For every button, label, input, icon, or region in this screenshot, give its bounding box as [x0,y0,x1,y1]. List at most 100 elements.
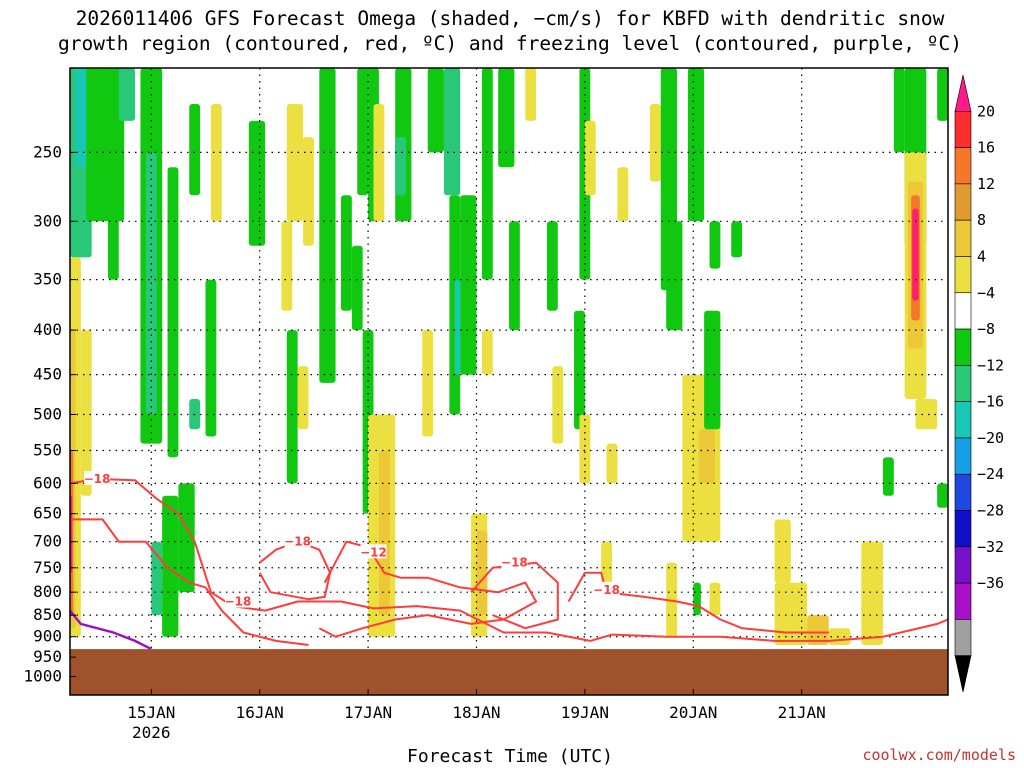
contour-label-bg [593,581,620,596]
dgz-contour-line [567,571,829,634]
ground-layer [70,649,948,695]
colorbar-label: −12 [977,356,1004,374]
omega-cell [546,221,558,311]
y-axis: 250 300 350 400 450 500 550 600 650 700 750 800 850 9… [23,142,76,686]
omega-cell [698,429,715,484]
dgz-contour-label: −18 [593,583,620,597]
x-axis-label: Forecast Time (UTC) [407,746,613,767]
y-tick-label: 450 [33,365,62,384]
colorbar-label: 4 [977,247,986,265]
x-tick-label: 19JAN [561,703,609,722]
omega-cell [687,68,705,222]
omega-cell [774,519,791,583]
omega-cell [422,330,434,437]
omega-cell [454,279,461,375]
omega-cell [709,221,721,269]
y-tick-label: 700 [33,532,62,551]
colorbar-swatch [954,582,972,620]
omega-cell [915,399,938,430]
omega-cell [427,68,444,153]
y-tick-label: 350 [33,270,62,289]
omega-cell [340,195,352,311]
omega-cell [395,136,407,196]
colorbar-label: −36 [977,574,1004,592]
y-tick-label: 400 [33,320,62,339]
plot-area: −18 −18 −18 −12 −18 −18 [69,67,949,696]
colorbar-label: 20 [977,102,995,120]
colorbar-swatch [954,437,972,475]
omega-cell [162,495,179,637]
y-tick-label: 750 [33,558,62,577]
colorbar-swatch [954,256,972,294]
omega-cell [378,450,390,616]
colorbar-label: −28 [977,502,1004,520]
dgz-contour-line [69,478,949,642]
colorbar-label: −4 [977,284,995,302]
omega-cell [189,104,201,196]
omega-cell [709,582,721,616]
chart-title-line-1: 2026011406 GFS Forecast Omega (shaded, −… [76,7,945,30]
dgz-contour-label: −18 [284,535,311,549]
contour-label-bg [501,554,528,569]
omega-cell [373,104,385,222]
colorbar-swatch [954,401,972,439]
colorbar-swatch [954,473,972,511]
colorbar-label: −32 [977,538,1004,556]
credit-text: coolwx.com/models [862,746,1016,764]
chart-title-line-2: growth region (contoured, red, ºC) and f… [58,32,962,55]
colorbar-label: 8 [977,211,986,229]
omega-cell [579,414,591,484]
omega-cell [351,245,363,331]
omega-cell [913,208,918,301]
omega-cell [481,68,493,280]
colorbar-swatch [954,219,972,257]
omega-cell [666,562,678,637]
y-tick-label: 950 [33,647,62,666]
colorbar-swatch [954,183,972,221]
x-tick-label: 21JAN [778,703,826,722]
y-tick-label: 900 [33,627,62,646]
omega-shading [70,68,948,646]
dgz-contour-label: −18 [501,556,528,570]
omega-cell [617,167,629,222]
omega-cell [151,541,163,616]
omega-cell [882,457,894,496]
y-tick-label: 850 [33,605,62,624]
gridlines [70,68,948,695]
colorbar-label: 12 [977,175,995,193]
colorbar-swatch [954,328,972,366]
plot-frame [69,67,949,696]
omega-cell [476,530,488,616]
omega-cell [319,68,336,383]
omega-cell [357,68,369,196]
y-tick-label: 1000 [23,667,62,686]
x-tick-sublabel: 2026 [132,723,171,742]
omega-cell [937,483,948,508]
colorbar-label: −20 [977,429,1004,447]
y-tick-label: 650 [33,504,62,523]
omega-cell [774,582,808,646]
colorbar-swatch [954,546,972,584]
colorbar-label: −16 [977,393,1004,411]
omega-cell [693,582,701,616]
colorbar-swatch [954,110,972,148]
omega-cell [303,136,314,246]
omega-cell [828,628,851,646]
colorbar-swatch [954,510,972,548]
dgz-contour-label: −18 [84,472,111,486]
colorbar-label: −8 [977,320,995,338]
dgz-contours: −18 −18 −18 −12 −18 −18 [69,470,949,651]
colorbar-label: −24 [977,465,1004,483]
y-tick-label: 600 [33,473,62,492]
omega-cell [861,541,883,646]
omega-cell [281,221,293,311]
omega-cell [443,68,461,196]
dgz-contour-label: −12 [360,545,387,559]
omega-cell [731,221,743,258]
x-tick-label: 20JAN [669,703,717,722]
x-tick-label: 16JAN [236,703,284,722]
omega-cell [460,195,477,375]
omega-cell [704,310,721,430]
omega-cell [498,68,515,168]
omega-cell [107,167,119,280]
